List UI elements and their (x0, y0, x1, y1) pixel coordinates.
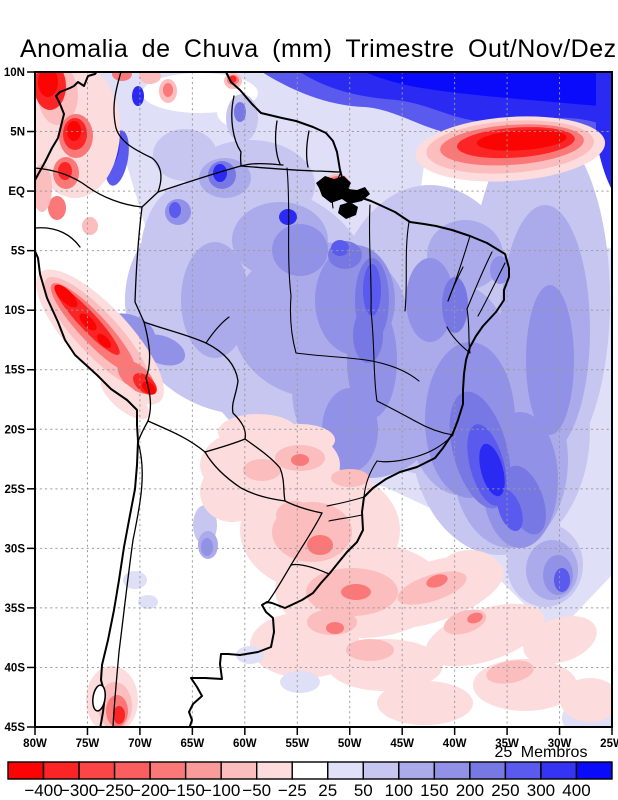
lon-tick-label: 80W (23, 738, 47, 750)
lat-tick-label: 5S (11, 246, 25, 258)
colorbar-tick-label: 50 (354, 781, 373, 800)
ensemble-members-note: 25 Membros (495, 744, 588, 761)
colorbar-cell (115, 762, 151, 779)
colorbar-tick-label: −200 (131, 781, 169, 800)
colorbar-tick-label: 250 (491, 781, 519, 800)
colorbar-cell (186, 762, 222, 779)
lat-tick-label: 10N (4, 67, 25, 79)
lon-tick-label: 60W (233, 738, 257, 750)
lat-tick-label: 30S (5, 543, 26, 555)
lat-tick-label: EQ (8, 186, 25, 198)
colorbar-tick-label: 300 (527, 781, 555, 800)
map-title: Anomalia de Chuva (mm) Trimestre Out/Nov… (20, 35, 617, 63)
colorbar-cell (292, 762, 328, 779)
lat-tick-label: 20S (5, 424, 26, 436)
lat-tick-label: 35S (5, 603, 26, 615)
colorbar-cell (257, 762, 293, 779)
lat-tick-label: 45S (5, 722, 26, 734)
colorbar-tick-label: −25 (278, 781, 307, 800)
lat-tick-label: 15S (5, 365, 26, 377)
lat-tick-label: 40S (5, 662, 26, 674)
colorbar-tick-label: −50 (242, 781, 271, 800)
colorbar-tick-label: 150 (420, 781, 448, 800)
lat-tick-label: 25S (5, 484, 26, 496)
colorbar-cell (328, 762, 364, 779)
lon-tick-label: 70W (128, 738, 152, 750)
colorbar-cell (576, 762, 612, 779)
lon-tick-label: 40W (443, 738, 467, 750)
lat-tick-label: 5N (10, 127, 25, 139)
colorbar-tick-label: 100 (385, 781, 413, 800)
lon-tick-label: 65W (181, 738, 205, 750)
colorbar-tick-label: −150 (166, 781, 204, 800)
colorbar-cell (150, 762, 186, 779)
colorbar-cell (399, 762, 435, 779)
colorbar-cell (434, 762, 470, 779)
colorbar-cell (363, 762, 399, 779)
colorbar-cell (221, 762, 257, 779)
lon-tick-label: 45W (390, 738, 414, 750)
lon-tick-label: 25W (600, 738, 618, 750)
lon-tick-label: 50W (338, 738, 362, 750)
colorbar-cell (541, 762, 577, 779)
lat-tick-label: 10S (5, 305, 26, 317)
colorbar-cell (470, 762, 506, 779)
colorbar-tick-label: −400 (24, 781, 62, 800)
colorbar-tick-label: −250 (95, 781, 133, 800)
colorbar-cell (505, 762, 541, 779)
colorbar-tick-label: 400 (562, 781, 590, 800)
colorbar-cell (44, 762, 80, 779)
colorbar-cell (79, 762, 115, 779)
colorbar-cell (8, 762, 44, 779)
colorbar-tick-label: −300 (60, 781, 98, 800)
colorbar-tick-label: 25 (318, 781, 337, 800)
lon-tick-label: 55W (285, 738, 309, 750)
rainfall-anomaly-map-figure: 10N 5N EQ 5S 10S 15S 20S 25S 30S 35S 40S 45S 80W 75W 7… (0, 0, 618, 800)
colorbar-tick-label: 200 (456, 781, 484, 800)
colorbar-tick-label: −100 (202, 781, 240, 800)
lon-tick-label: 75W (76, 738, 100, 750)
